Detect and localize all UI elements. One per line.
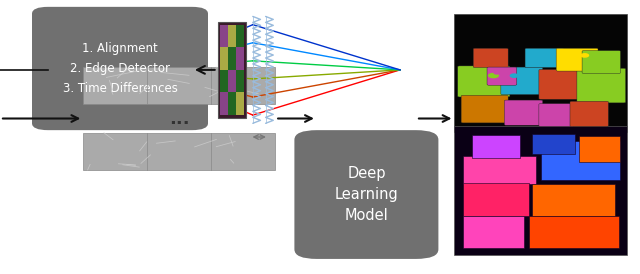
Circle shape: [494, 72, 499, 74]
Circle shape: [534, 53, 541, 56]
Bar: [236, 25, 244, 47]
Bar: [220, 47, 228, 70]
Bar: [579, 136, 620, 162]
Text: Deep
Learning
Model: Deep Learning Model: [335, 166, 398, 223]
FancyBboxPatch shape: [556, 48, 598, 71]
Bar: [218, 22, 246, 118]
Bar: [463, 183, 529, 216]
Circle shape: [494, 53, 500, 56]
Bar: [463, 156, 536, 184]
Circle shape: [549, 77, 558, 81]
Circle shape: [567, 77, 575, 81]
FancyBboxPatch shape: [32, 7, 208, 130]
Text: 1. Alignment
2. Edge Detector
3. Time Differences: 1. Alignment 2. Edge Detector 3. Time Di…: [63, 42, 177, 95]
Circle shape: [489, 102, 498, 106]
Circle shape: [527, 107, 534, 109]
Bar: [228, 70, 236, 93]
FancyBboxPatch shape: [577, 68, 626, 103]
Circle shape: [593, 108, 600, 111]
FancyBboxPatch shape: [525, 48, 563, 68]
Bar: [454, 126, 627, 255]
FancyBboxPatch shape: [458, 66, 510, 97]
Bar: [236, 93, 244, 115]
FancyBboxPatch shape: [582, 51, 621, 73]
Bar: [472, 135, 520, 158]
Circle shape: [605, 56, 612, 59]
Bar: [236, 47, 244, 70]
Bar: [532, 134, 575, 154]
Circle shape: [488, 73, 499, 78]
Circle shape: [513, 107, 520, 109]
Bar: [454, 14, 627, 132]
Circle shape: [581, 54, 589, 57]
Bar: [228, 25, 236, 47]
Bar: [463, 216, 524, 248]
Circle shape: [472, 102, 480, 106]
Circle shape: [481, 53, 488, 56]
FancyBboxPatch shape: [539, 69, 586, 99]
Bar: [228, 47, 236, 70]
Circle shape: [548, 53, 555, 56]
Bar: [83, 133, 275, 170]
Circle shape: [510, 74, 518, 77]
FancyBboxPatch shape: [461, 95, 508, 123]
Bar: [83, 67, 275, 104]
FancyBboxPatch shape: [473, 48, 508, 68]
FancyBboxPatch shape: [501, 67, 543, 95]
Bar: [228, 93, 236, 115]
FancyBboxPatch shape: [487, 67, 517, 85]
Circle shape: [579, 108, 586, 111]
FancyBboxPatch shape: [504, 100, 543, 125]
Circle shape: [588, 77, 596, 81]
Bar: [220, 93, 228, 115]
Circle shape: [559, 109, 566, 112]
Circle shape: [591, 56, 598, 59]
Bar: [529, 216, 618, 248]
Bar: [220, 25, 228, 47]
FancyBboxPatch shape: [294, 130, 438, 259]
Circle shape: [547, 109, 553, 112]
Circle shape: [504, 72, 509, 74]
Bar: [541, 141, 620, 180]
Circle shape: [525, 74, 533, 77]
Bar: [220, 70, 228, 93]
Bar: [532, 184, 615, 216]
FancyBboxPatch shape: [539, 104, 574, 127]
Circle shape: [606, 77, 615, 81]
Bar: [236, 70, 244, 93]
Circle shape: [469, 73, 479, 78]
Text: ...: ...: [169, 110, 189, 127]
FancyBboxPatch shape: [570, 101, 609, 127]
Circle shape: [566, 54, 573, 57]
